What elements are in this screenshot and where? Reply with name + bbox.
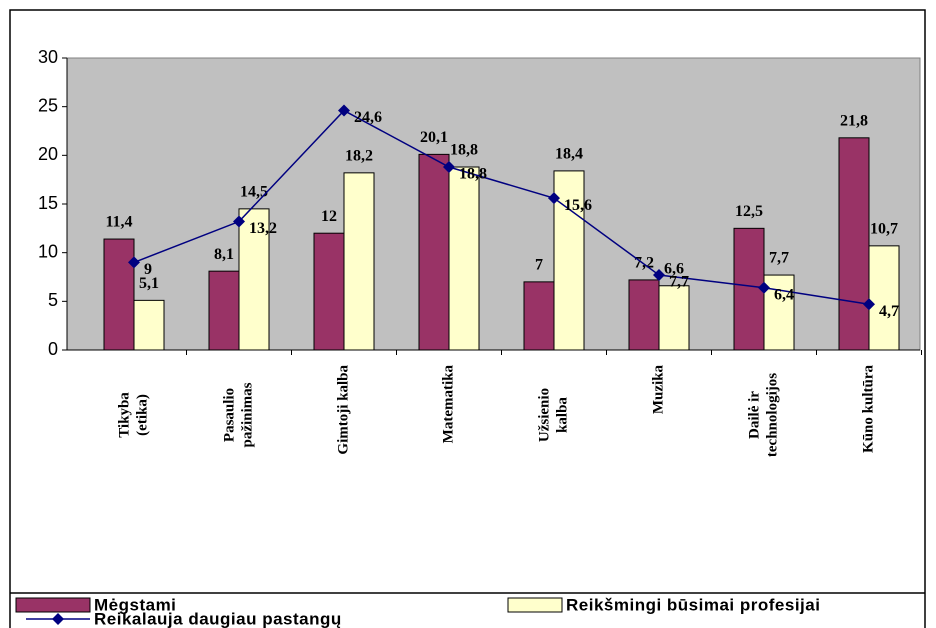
bar: [838, 137, 870, 351]
y-tick-label: 0: [48, 339, 58, 359]
data-label: 13,2: [249, 220, 277, 237]
legend-marker: [52, 613, 64, 625]
x-tick-label: Gimtoji kalba: [335, 365, 351, 455]
bar: [553, 170, 585, 351]
x-tick-label: Pasaulio: [221, 388, 237, 442]
data-label: 7,7: [769, 250, 789, 267]
data-label: 20,1: [420, 129, 448, 146]
line: [133, 109, 870, 305]
line-marker: [653, 269, 665, 282]
x-tick-label: Dailė ir: [746, 391, 762, 439]
line-marker: [443, 161, 455, 174]
data-label: 15,6: [564, 197, 592, 214]
bar: [103, 238, 135, 351]
data-label: 18,8: [459, 166, 487, 183]
x-tick-label: kalba: [554, 397, 570, 433]
y-tick-label: 15: [38, 193, 58, 213]
line-marker: [338, 104, 350, 117]
data-label: 5,1: [139, 275, 159, 292]
y-tick-label: 5: [48, 290, 58, 310]
data-label: 18,2: [345, 148, 373, 165]
bar: [523, 281, 555, 351]
data-label: 6,6: [664, 260, 684, 277]
data-label: 7,7: [669, 274, 689, 291]
bar: [133, 299, 165, 351]
y-tick-label: 20: [38, 144, 58, 164]
bar: [418, 153, 450, 351]
data-label: 18,4: [555, 146, 583, 163]
x-tick-label: pažinimas: [239, 382, 255, 447]
legend-swatch: [507, 597, 563, 613]
legend-label: Reikšmingi būsimai profesijai: [566, 595, 820, 614]
bar: [313, 232, 345, 351]
line-marker: [863, 298, 875, 311]
data-label: 10,7: [870, 221, 898, 238]
data-label: 8,1: [214, 246, 234, 263]
data-label: 12,5: [735, 203, 763, 220]
x-tick-label: Kūno kultūra: [860, 365, 876, 453]
bar: [868, 245, 900, 351]
bar: [448, 166, 480, 351]
bar: [238, 208, 270, 351]
y-tick-label: 25: [38, 95, 58, 115]
x-tick-label: technologijos: [764, 373, 780, 457]
data-label: 12: [321, 208, 337, 225]
legend-label: Reikalauja daugiau pastangų: [94, 609, 342, 628]
legend-swatch: [15, 597, 91, 613]
data-label: 14,5: [240, 184, 268, 201]
bar: [343, 172, 375, 351]
line-marker: [758, 281, 770, 294]
bar: [658, 285, 690, 351]
x-tick-label: Užsienio: [536, 388, 552, 442]
data-label: 4,7: [879, 303, 899, 320]
bar: [208, 270, 240, 351]
x-tick-label: Tikyba: [116, 392, 132, 438]
x-tick-label: Muzika: [650, 365, 666, 415]
x-tick-label: Matematika: [440, 365, 456, 444]
data-label: 11,4: [105, 214, 132, 231]
y-tick-label: 10: [38, 241, 58, 261]
line-marker: [233, 215, 245, 228]
bar: [628, 279, 660, 351]
x-tick-label: (etika): [134, 394, 150, 436]
legend-label: Mėgstami: [94, 595, 176, 614]
data-label: 24,6: [354, 109, 382, 126]
data-label: 18,8: [450, 142, 478, 159]
data-label: 6,4: [774, 286, 794, 303]
data-label: 21,8: [840, 112, 868, 129]
y-tick-label: 30: [38, 47, 58, 67]
data-label: 9: [144, 261, 152, 278]
line-marker: [128, 256, 140, 269]
line-marker: [548, 192, 560, 205]
data-label: 7: [535, 257, 543, 274]
